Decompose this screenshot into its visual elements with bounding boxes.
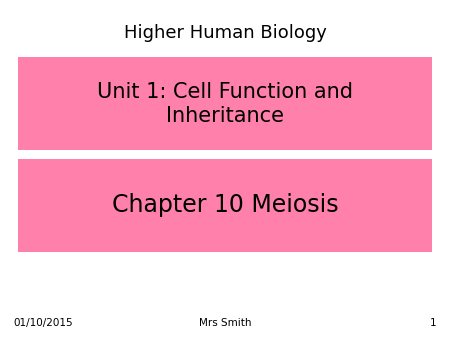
Text: 1: 1 (430, 318, 436, 328)
Text: Unit 1: Cell Function and
Inheritance: Unit 1: Cell Function and Inheritance (97, 81, 353, 126)
FancyBboxPatch shape (18, 57, 432, 150)
FancyBboxPatch shape (18, 159, 432, 252)
Text: Mrs Smith: Mrs Smith (199, 318, 251, 328)
Text: Higher Human Biology: Higher Human Biology (124, 24, 326, 42)
Text: Chapter 10 Meiosis: Chapter 10 Meiosis (112, 193, 338, 217)
Text: 01/10/2015: 01/10/2015 (14, 318, 73, 328)
